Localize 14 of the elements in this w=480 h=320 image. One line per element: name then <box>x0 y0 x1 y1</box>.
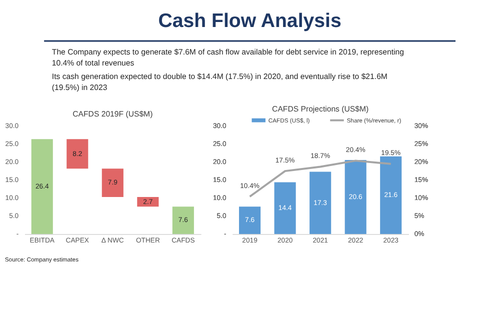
text: Cash Flow Analysis <box>158 10 342 32</box>
bar <box>274 182 296 234</box>
bar <box>66 139 88 169</box>
bar <box>102 168 124 197</box>
bar <box>344 160 366 234</box>
bar <box>310 172 332 234</box>
text: Its cash generation expected to double to $14.4M (17.5%) in 2020, and eventually rise to $21.6M (19.5%) in 2023 <box>52 72 388 92</box>
bar <box>172 206 194 234</box>
chart-title: CAFDS Projections (US$M) <box>272 104 369 114</box>
bar <box>380 156 402 234</box>
chart-title: CAFDS 2019F (US$M) <box>72 109 154 118</box>
text: The Company expects to generate $7.6M of cash flow available for debt service in 2019, representing 10.4% of total revenues <box>52 48 404 68</box>
bar <box>239 206 261 234</box>
bar <box>31 139 53 234</box>
